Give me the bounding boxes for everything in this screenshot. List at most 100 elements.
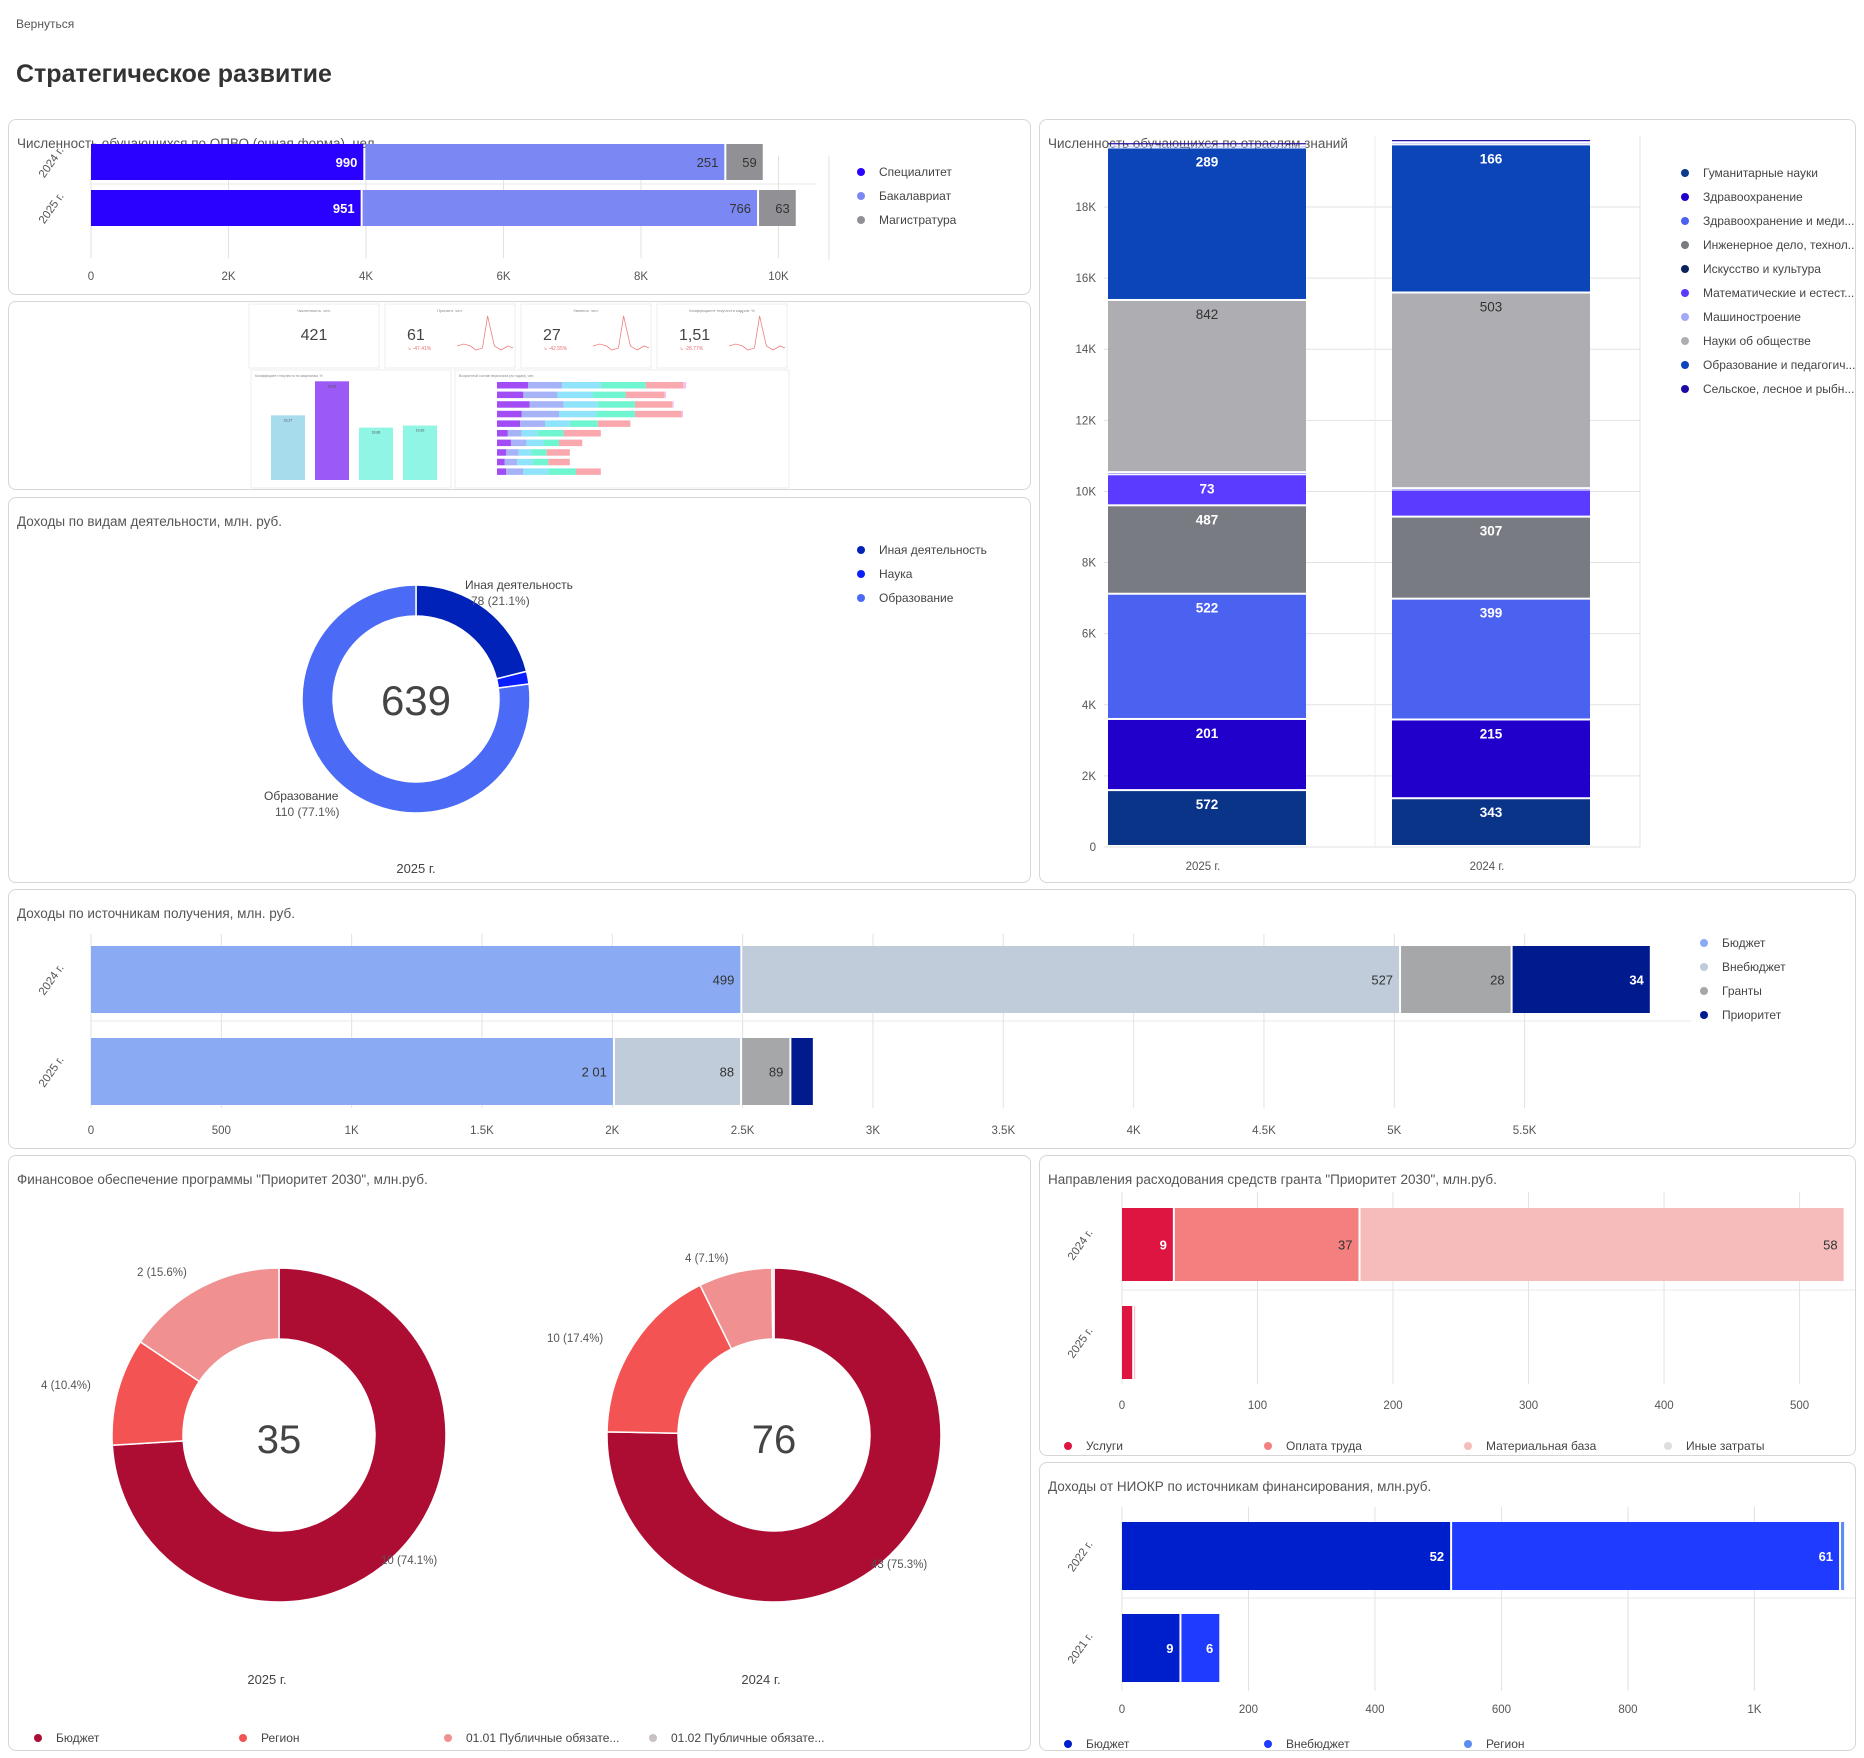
slice-value: 4 (7.1%) xyxy=(685,1253,729,1265)
kpi-card xyxy=(384,303,516,369)
data-label: 572 xyxy=(1196,797,1219,812)
data-label: 89 xyxy=(769,1065,783,1080)
data-label: 37 xyxy=(1338,1238,1352,1253)
data-label: 166 xyxy=(1480,151,1503,166)
kpi-value: 421 xyxy=(301,327,328,344)
bar-segment xyxy=(759,190,796,226)
x-tick-label: 8K xyxy=(634,271,648,283)
data-label: 522 xyxy=(1196,601,1219,616)
card-income-sources: Доходы по источникам получения, млн. руб… xyxy=(8,889,1856,1149)
slice-value: 78 (21.1%) xyxy=(471,594,530,608)
chart-title: Финансовое обеспечение программы "Приори… xyxy=(17,1172,428,1187)
x-tick-label: 0 xyxy=(88,1125,94,1137)
mini-chart-title: Возрастной состав персонала (по годам), … xyxy=(459,374,534,378)
kpi-sparkline xyxy=(592,315,650,351)
legend-label: Приоритет xyxy=(1722,1008,1782,1022)
data-label: 2 01 xyxy=(582,1065,607,1080)
x-tick-label: 300 xyxy=(1519,1400,1538,1412)
data-label: 487 xyxy=(1196,512,1219,527)
data-label: 88 xyxy=(720,1065,734,1080)
legend-label: Бюджет xyxy=(56,1731,100,1745)
y-tick-label: 8K xyxy=(1082,558,1096,570)
y-tick-label: 10K xyxy=(1076,486,1097,498)
chart-opvo: 0 2K 4K 6K 8K 10K 990 251 59 2024 г. 951 766 63 2025 … xyxy=(37,144,957,283)
bar-segment xyxy=(1392,599,1590,719)
chart-title: Направления расходования средств гранта … xyxy=(1048,1172,1497,1187)
data-label: 990 xyxy=(336,155,358,170)
embedded-dashboard-thumbnail: Численность, чел. 421 Принято, чел. 61 ↘ -47… xyxy=(248,303,790,489)
x-category-label: 2024 г. xyxy=(1470,861,1505,873)
bar-segment xyxy=(1122,1208,1173,1281)
legend-dot xyxy=(1681,217,1689,225)
mini-bar-label: 35,53 xyxy=(328,384,337,388)
mini-bar-segment xyxy=(497,410,522,418)
mini-bar-segment xyxy=(521,430,538,437)
mini-chart-frame xyxy=(454,369,790,489)
y-category-label: 2025 г. xyxy=(37,191,67,226)
chart-title: Доходы по источникам получения, млн. руб… xyxy=(17,906,296,921)
card-embedded-dashboard[interactable]: Численность, чел. 421 Принято, чел. 61 ↘ -47… xyxy=(8,301,1031,490)
mini-bar-segment xyxy=(506,449,519,456)
legend-dot xyxy=(1681,265,1689,273)
chart-niokr: 0 200 400 600 800 1K 52 61 2022 г. 9 6 2021 г. Бюдже… xyxy=(1064,1507,1855,1751)
kpi-card xyxy=(520,303,652,369)
legend-dot xyxy=(857,168,865,176)
y-category-label: 2025 г. xyxy=(37,1054,67,1089)
bar-segment xyxy=(1108,719,1306,790)
mini-bar-segment xyxy=(497,391,524,399)
slice-value: 10 (17.4%) xyxy=(547,1333,603,1345)
legend-label: Науки об обществе xyxy=(1703,334,1811,348)
legend-dot xyxy=(34,1734,42,1742)
bar-segment xyxy=(1108,791,1306,845)
mini-bar-segment xyxy=(548,468,577,475)
bar-segment xyxy=(1392,799,1590,845)
bar-segment xyxy=(1392,720,1590,798)
data-label: 527 xyxy=(1371,973,1393,988)
mini-bar-segment xyxy=(497,430,508,437)
legend-label: 01.02 Публичные обязате... xyxy=(671,1731,824,1745)
donut-caption: 2024 г. xyxy=(741,1672,780,1687)
legend-dot xyxy=(857,192,865,200)
data-label: 951 xyxy=(333,201,355,216)
mini-bar-segment xyxy=(672,401,674,408)
data-label: 59 xyxy=(742,155,756,170)
legend-dot xyxy=(1681,313,1689,321)
back-link[interactable]: Вернуться xyxy=(16,17,75,31)
mini-bar-label: 18,86 xyxy=(372,431,381,435)
legend-dot xyxy=(444,1734,452,1742)
bar-segment xyxy=(1392,489,1590,491)
legend-label: Регион xyxy=(1486,1737,1525,1751)
legend-dot xyxy=(1064,1442,1072,1450)
y-tick-label: 4K xyxy=(1082,700,1096,712)
legend-label: Специалитет xyxy=(879,165,952,179)
bar-segment xyxy=(365,144,725,180)
mini-bar-segment xyxy=(664,391,666,399)
mini-bar-segment xyxy=(683,382,687,389)
data-label: 766 xyxy=(729,201,751,216)
legend-label: Искусство и культура xyxy=(1703,262,1821,276)
bar-segment xyxy=(1122,1614,1180,1682)
x-tick-label: 0 xyxy=(1119,1400,1125,1412)
data-label: 215 xyxy=(1480,726,1503,741)
donut-caption: 2025 г. xyxy=(396,861,435,876)
legend-label: Образование xyxy=(879,591,954,605)
legend-dot xyxy=(1681,241,1689,249)
mini-bar-segment xyxy=(576,468,601,475)
y-category-label: 2022 г. xyxy=(1066,1539,1096,1574)
mini-bar-segment xyxy=(537,430,564,437)
y-tick-label: 0 xyxy=(1090,842,1096,854)
data-label: 73 xyxy=(1199,481,1215,496)
y-tick-label: 14K xyxy=(1076,344,1097,356)
bar-segment xyxy=(1392,293,1590,488)
mini-bar-segment xyxy=(600,382,646,389)
legend-label: Бакалавриат xyxy=(879,189,952,203)
bar-segment xyxy=(742,1038,790,1105)
donut-center-value: 639 xyxy=(381,677,451,724)
mini-bar-segment xyxy=(523,468,549,475)
mini-bar-segment xyxy=(497,439,511,447)
x-tick-label: 100 xyxy=(1248,1400,1267,1412)
data-label: 842 xyxy=(1196,307,1219,322)
legend-label: Внебюджет xyxy=(1722,960,1786,974)
mini-bar-segment xyxy=(497,420,521,427)
y-category-label: 2024 г. xyxy=(37,962,67,997)
